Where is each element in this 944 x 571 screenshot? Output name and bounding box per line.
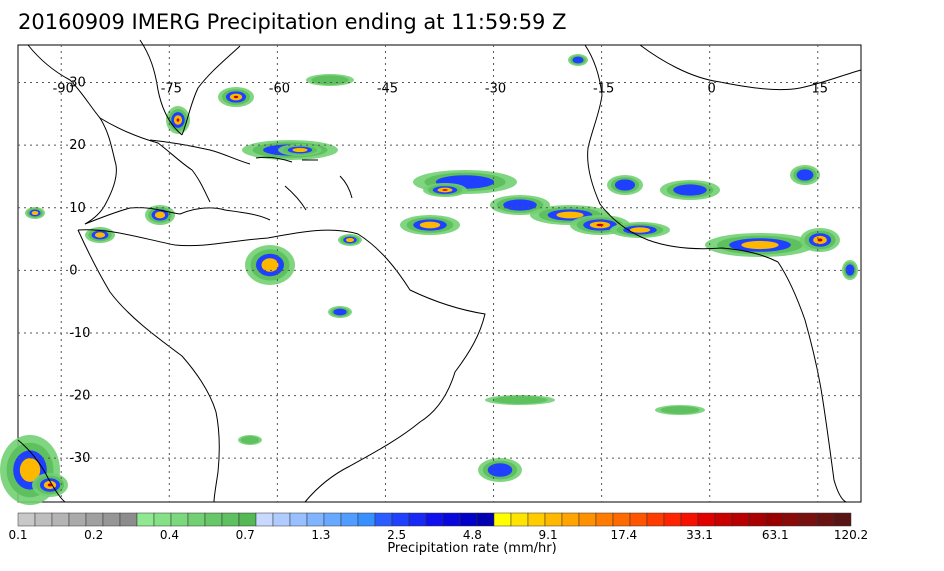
precip-core (154, 211, 166, 219)
colorbar-tick-label: 63.1 (761, 528, 789, 542)
precip-core (47, 483, 53, 487)
lat-label: -10 (69, 326, 90, 341)
colorbar-tick-label: 0.4 (159, 528, 179, 542)
precip-core (261, 258, 279, 272)
lat-label: 30 (69, 76, 86, 91)
lon-label: -75 (161, 82, 182, 97)
lat-label: 20 (69, 138, 86, 153)
coastline-segment (181, 45, 241, 136)
precip-core (176, 118, 180, 122)
precip-core (333, 308, 347, 316)
precip-core (741, 240, 779, 250)
coastlines (17, 39, 862, 503)
colorbar-tick-label: 0.1 (8, 528, 28, 542)
map-frame (17, 44, 862, 503)
lon-label: 0 (708, 82, 716, 97)
precip-core (233, 95, 239, 99)
coastline-segment (584, 44, 779, 263)
precip-core (817, 238, 823, 242)
lon-label: -30 (485, 82, 506, 97)
precip-core (629, 227, 651, 233)
colorbar-tick-label: 4.8 (462, 528, 482, 542)
precip-core (596, 223, 604, 227)
precip-core (487, 463, 513, 477)
coastline-segment (77, 229, 220, 503)
lon-label: -90 (53, 82, 74, 97)
precip-core (442, 189, 448, 191)
precip-core (673, 184, 707, 196)
precip-core (614, 179, 636, 191)
colorbar-tick-label: 0.2 (84, 528, 104, 542)
lon-label: -15 (593, 82, 614, 97)
coastline-segment (339, 175, 353, 199)
colorbar-label: Precipitation rate (mm/hr) (387, 541, 557, 556)
colorbar-tick-label: 1.3 (311, 528, 331, 542)
precip-core (419, 221, 441, 229)
coastline-segment (139, 39, 183, 136)
colorbar-tick-label: 2.5 (387, 528, 407, 542)
precip-core (556, 211, 584, 219)
colorbar-tick-label: 0.7 (235, 528, 255, 542)
lon-label: -60 (269, 82, 290, 97)
colorbar-tick-label: 9.1 (538, 528, 558, 542)
coastline-segment (84, 207, 271, 225)
precip-core (796, 169, 814, 181)
precipitation-map: -90 -75 -60 -45 -30 -15 0 15 30 20 10 0 -10 -20 -30 (0, 39, 862, 505)
colorbar-tick-label: 17.4 (610, 528, 638, 542)
precip-core (345, 237, 355, 243)
lat-label: -20 (69, 389, 90, 404)
lat-label: -30 (69, 451, 90, 466)
lon-label: -45 (377, 82, 398, 97)
precip-core (19, 458, 41, 482)
map-title: 20160909 IMERG Precipitation ending at 1… (18, 10, 567, 34)
coastline-segment (17, 439, 66, 503)
precip-core (503, 199, 537, 211)
coastline-segment (99, 117, 211, 203)
coastline-segment (284, 185, 307, 211)
coastline-segment (639, 44, 862, 91)
precip-core (572, 56, 584, 64)
gridlines (18, 45, 861, 502)
lat-label: 10 (69, 201, 86, 216)
precip-core (94, 232, 106, 238)
precip-core (292, 147, 308, 153)
coastline-segment (777, 261, 847, 503)
longitude-labels: -90 -75 -60 -45 -30 -15 0 15 (53, 82, 828, 97)
coastline-segment (27, 44, 117, 225)
colorbar-tick-label: 33.1 (686, 528, 713, 542)
precip-core (311, 75, 349, 85)
lon-label: 15 (811, 82, 828, 97)
precip-core (240, 436, 260, 444)
coastline-segment (149, 139, 251, 165)
precip-core (31, 210, 39, 216)
coastline-segment (255, 156, 293, 163)
precip-core (660, 406, 700, 414)
lat-label: 0 (69, 263, 77, 278)
coastline-segment (77, 229, 486, 503)
precipitation-layer (0, 54, 858, 505)
precip-core (845, 264, 855, 276)
latitude-labels: 30 20 10 0 -10 -20 -30 (69, 76, 90, 467)
precip-core (492, 396, 548, 404)
colorbar-tick-label: 120.2 (833, 528, 869, 542)
